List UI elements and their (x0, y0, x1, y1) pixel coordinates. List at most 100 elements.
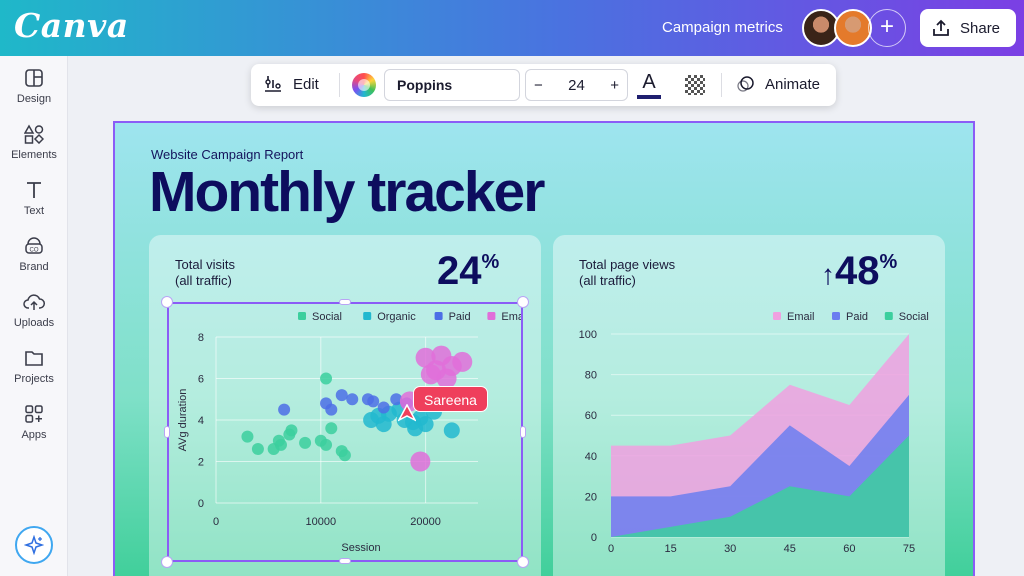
scatter-point (274, 438, 287, 451)
add-collaborator-button[interactable]: + (868, 9, 906, 47)
edit-chart-button[interactable]: Edit (263, 74, 319, 94)
share-button[interactable]: Share (920, 9, 1016, 47)
scatter-point (390, 393, 403, 406)
report-subtitle[interactable]: Website Campaign Report (151, 147, 304, 162)
legend-swatch (884, 312, 893, 320)
resize-handle[interactable] (517, 556, 529, 568)
report-title[interactable]: Monthly tracker (149, 160, 545, 224)
legend-swatch (434, 312, 443, 320)
sidebar-item-apps[interactable]: Apps (0, 404, 68, 441)
legend-swatch (832, 312, 840, 320)
brand-icon: CO (25, 237, 43, 254)
resize-handle[interactable] (517, 296, 529, 308)
x-tick-label: 15 (664, 543, 676, 555)
sidebar-item-uploads[interactable]: Uploads (0, 292, 68, 329)
y-tick-label: 20 (585, 491, 597, 503)
canva-logo[interactable]: Canva (14, 6, 129, 45)
share-upload-icon (933, 19, 949, 36)
resize-handle[interactable] (339, 558, 351, 564)
font-size-value[interactable]: 24 (568, 76, 585, 94)
scatter-point (278, 403, 291, 416)
x-tick-label: 20000 (410, 516, 441, 528)
legend-label: Paid (846, 311, 868, 323)
selection-frame (167, 302, 523, 562)
scatter-point (407, 420, 424, 437)
legend-swatch (773, 312, 781, 320)
x-tick-label: 60 (843, 543, 855, 555)
sparkle-icon (24, 535, 44, 555)
y-tick-label: 60 (585, 410, 597, 422)
font-size-stepper[interactable]: − 24 + (525, 69, 628, 101)
collaborator-avatar[interactable] (802, 9, 840, 47)
sidebar-item-brand[interactable]: CO Brand (0, 236, 68, 273)
text-color-button[interactable]: A (637, 71, 661, 99)
percentage-value: 24 (437, 249, 482, 293)
transparency-icon[interactable] (685, 75, 705, 95)
legend-swatch (487, 312, 496, 320)
area-series (611, 435, 909, 537)
scatter-point (241, 430, 254, 443)
y-tick-label: 0 (591, 532, 597, 544)
scatter-point (299, 436, 312, 449)
x-tick-label: 30 (724, 543, 736, 555)
magic-assistant-button[interactable] (15, 526, 53, 564)
increase-font-size-button[interactable]: + (610, 76, 619, 94)
legend-swatch (298, 312, 306, 320)
scatter-point (346, 393, 359, 406)
legend-swatch (363, 312, 372, 320)
collaborator-cursor-icon (398, 404, 416, 422)
document-title[interactable]: Campaign metrics (662, 19, 783, 36)
sidebar-item-label: Text (23, 205, 45, 217)
collaborator-name-tag: Sareena (413, 386, 488, 412)
card-label-line: (all traffic) (579, 273, 636, 288)
card-label: Total page views (all traffic) (579, 257, 719, 289)
legend-label: Social (899, 311, 929, 323)
resize-handle[interactable] (161, 296, 173, 308)
y-tick-label: 100 (579, 329, 597, 341)
scatter-point (285, 424, 298, 437)
sidebar-item-elements[interactable]: Elements (0, 124, 68, 161)
legend-label: Email (501, 311, 522, 323)
page-views-percentage: ↑48% (821, 249, 897, 294)
apps-icon (25, 405, 43, 423)
y-tick-label: 80 (585, 370, 597, 382)
resize-handle[interactable] (520, 426, 526, 438)
x-axis-label: Session (341, 542, 380, 554)
scatter-point (325, 422, 338, 435)
sidebar-item-text[interactable]: Text (0, 180, 68, 217)
sidebar-item-label: Uploads (13, 317, 55, 329)
collaborator-avatar[interactable] (834, 9, 872, 47)
percent-sign: % (481, 251, 500, 273)
sidebar-item-projects[interactable]: Projects (0, 348, 68, 385)
color-picker-icon[interactable] (352, 73, 376, 97)
editor-toolbar: Edit Poppins − 24 + A Animate (251, 64, 836, 106)
y-tick-label: 0 (198, 498, 204, 510)
card-label-line: Total page views (579, 257, 676, 272)
scatter-point (251, 443, 264, 456)
decrease-font-size-button[interactable]: − (534, 76, 543, 94)
svg-text:CO: CO (30, 248, 39, 254)
y-tick-label: 40 (585, 451, 597, 463)
area-chart[interactable]: 0 20 40 60 80 100 0 15 30 45 60 75 Email Paid Social (553, 303, 933, 561)
resize-handle[interactable] (164, 426, 170, 438)
percentage-value: 48 (835, 249, 880, 293)
legend-label: Social (312, 311, 342, 323)
scatter-point (377, 401, 390, 414)
scatter-point (367, 395, 380, 408)
animate-button[interactable]: Animate (735, 74, 820, 94)
scatter-point (325, 403, 338, 416)
scatter-point (452, 351, 473, 372)
sidebar-item-label: Apps (21, 429, 47, 441)
x-tick-label: 10000 (306, 516, 337, 528)
scatter-point (443, 422, 460, 439)
sidebar-item-design[interactable]: Design (0, 68, 68, 105)
scatter-point (320, 438, 333, 451)
layout-icon (25, 69, 43, 87)
resize-handle[interactable] (339, 299, 351, 305)
y-axis-label: AVg duration (177, 389, 189, 452)
font-family-select[interactable]: Poppins (384, 69, 520, 101)
resize-handle[interactable] (161, 556, 173, 568)
scatter-chart[interactable]: 0 2 4 6 8 0 10000 20000 Session AVg duration Socia… (168, 303, 522, 561)
sidebar: Design Elements Text CO Brand Uploads Pr… (0, 56, 68, 576)
y-tick-label: 4 (198, 415, 204, 427)
